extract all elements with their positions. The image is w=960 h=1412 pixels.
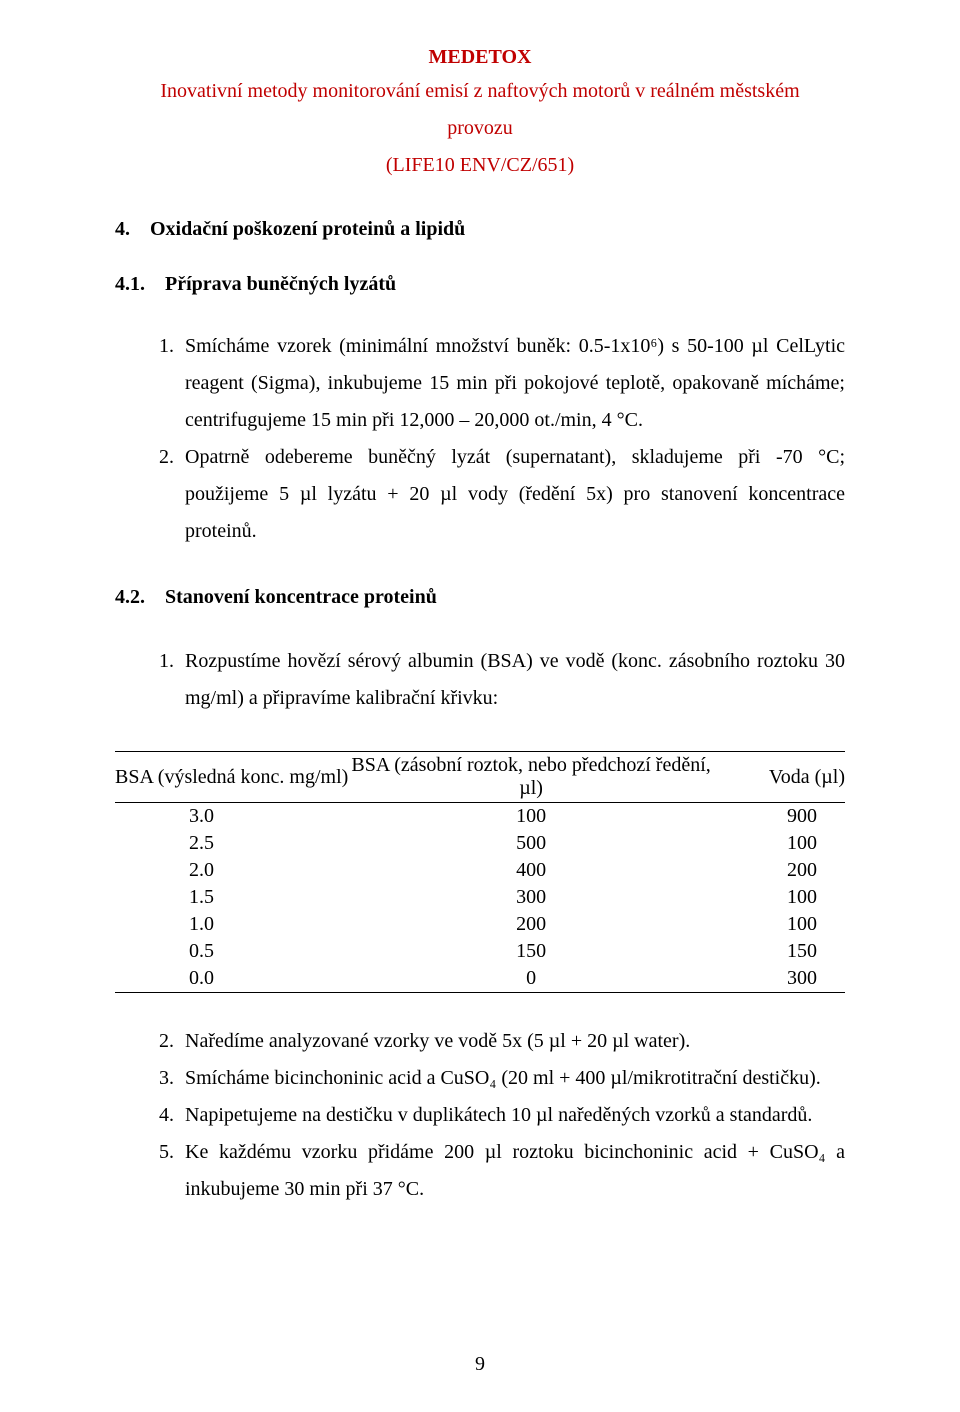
section-4-heading: 4. Oxidační poškození proteinů a lipidů xyxy=(115,218,845,241)
header-title: MEDETOX xyxy=(115,46,845,69)
list-item: Ke každému vzorku přidáme 200 µl roztoku… xyxy=(179,1134,845,1208)
list-item: Smícháme vzorek (minimální množství buně… xyxy=(179,328,845,439)
table-row: 0.5 150 150 xyxy=(115,938,845,965)
list-item: Opatrně odebereme buněčný lyzát (superna… xyxy=(179,439,845,550)
table-row: 0.0 0 300 xyxy=(115,965,845,993)
list-item: Napipetujeme na destičku v duplikátech 1… xyxy=(179,1097,845,1134)
table-cell: 100 xyxy=(349,803,714,831)
table-cell: 0.5 xyxy=(115,938,349,965)
table-body: 3.0 100 900 2.5 500 100 2.0 400 200 1.5 … xyxy=(115,803,845,993)
table-header-water: Voda (µl) xyxy=(714,752,845,803)
page-number: 9 xyxy=(0,1353,960,1376)
table-cell: 100 xyxy=(714,884,845,911)
table-header-row: BSA (výsledná konc. mg/ml) BSA (zásobní … xyxy=(115,752,845,803)
table-row: 3.0 100 900 xyxy=(115,803,845,831)
list-item: Naředíme analyzované vzorky ve vodě 5x (… xyxy=(179,1023,845,1060)
section-4-2-heading: 4.2. Stanovení koncentrace proteinů xyxy=(115,586,845,609)
header-subtitle-line2: provozu xyxy=(115,110,845,147)
table-cell: 2.5 xyxy=(115,830,349,857)
table-cell: 1.0 xyxy=(115,911,349,938)
page-header: MEDETOX Inovativní metody monitorování e… xyxy=(115,46,845,184)
table-row: 2.0 400 200 xyxy=(115,857,845,884)
table-cell: 200 xyxy=(349,911,714,938)
table-cell: 900 xyxy=(714,803,845,831)
table-cell: 0 xyxy=(349,965,714,993)
table-cell: 500 xyxy=(349,830,714,857)
section-4-2-intro-list: Rozpustíme hovězí sérový albumin (BSA) v… xyxy=(141,643,845,717)
table-cell: 3.0 xyxy=(115,803,349,831)
table-cell: 1.5 xyxy=(115,884,349,911)
list-item: Rozpustíme hovězí sérový albumin (BSA) v… xyxy=(179,643,845,717)
table-row: 2.5 500 100 xyxy=(115,830,845,857)
table-cell: 150 xyxy=(349,938,714,965)
table-header-bsa-stock: BSA (zásobní roztok, nebo předchozí ředě… xyxy=(349,752,714,803)
page: MEDETOX Inovativní metody monitorování e… xyxy=(0,0,960,1412)
table-cell: 100 xyxy=(714,911,845,938)
table-cell: 150 xyxy=(714,938,845,965)
table-cell: 0.0 xyxy=(115,965,349,993)
table-cell: 100 xyxy=(714,830,845,857)
table-row: 1.0 200 100 xyxy=(115,911,845,938)
table-header-bsa-conc: BSA (výsledná konc. mg/ml) xyxy=(115,752,349,803)
calibration-table: BSA (výsledná konc. mg/ml) BSA (zásobní … xyxy=(115,751,845,993)
table-cell: 2.0 xyxy=(115,857,349,884)
table-cell: 300 xyxy=(714,965,845,993)
section-4-2-steps: Naředíme analyzované vzorky ve vodě 5x (… xyxy=(141,1023,845,1208)
table-row: 1.5 300 100 xyxy=(115,884,845,911)
header-code: (LIFE10 ENV/CZ/651) xyxy=(115,147,845,184)
header-subtitle-line1: Inovativní metody monitorování emisí z n… xyxy=(115,73,845,110)
table-cell: 400 xyxy=(349,857,714,884)
table-cell: 300 xyxy=(349,884,714,911)
list-item: Smícháme bicinchoninic acid a CuSO₄ (20 … xyxy=(179,1060,845,1097)
table-cell: 200 xyxy=(714,857,845,884)
section-4-1-heading: 4.1. Příprava buněčných lyzátů xyxy=(115,273,845,296)
section-4-1-list: Smícháme vzorek (minimální množství buně… xyxy=(141,328,845,550)
